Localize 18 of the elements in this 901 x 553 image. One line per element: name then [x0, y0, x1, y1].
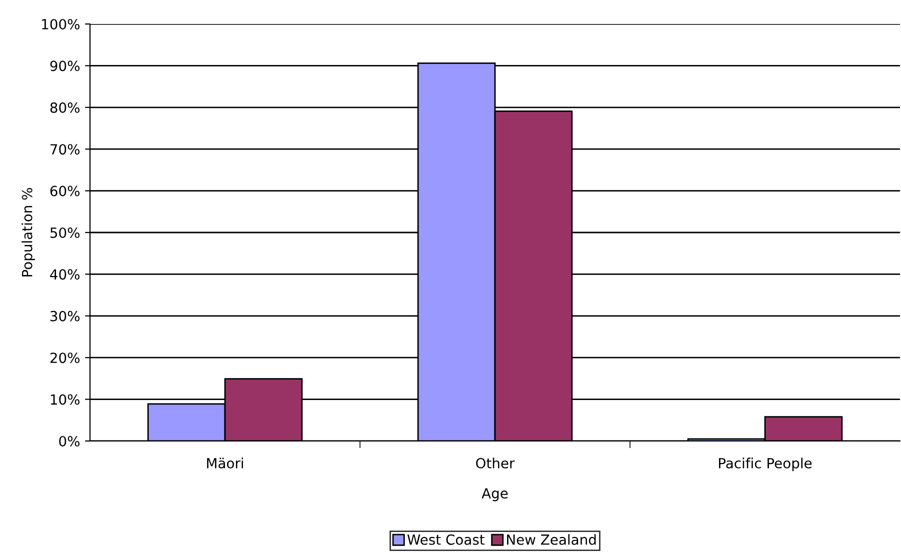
y-axis-title: Population % [22, 188, 36, 276]
x-axis-title: Age [482, 488, 508, 502]
legend-label: West Coast [407, 534, 485, 545]
y-tick-label: 70% [50, 144, 80, 155]
x-tick-label: Other [476, 458, 515, 468]
y-tick-label: 10% [50, 394, 80, 405]
x-tick-label: Pacific People [719, 458, 812, 472]
y-tick-label: 20% [50, 352, 80, 364]
y-tick-label: 0% [59, 436, 80, 446]
y-tick-label: 60% [50, 186, 80, 196]
y-tick-label: 40% [50, 269, 80, 280]
y-tick-label: 90% [50, 60, 80, 72]
y-tick-label: 100% [42, 18, 80, 30]
y-tick-label: 50% [50, 227, 80, 238]
x-tick-label: Mäori [207, 458, 243, 468]
y-tick-label: 30% [50, 310, 80, 322]
legend-label: New Zealand [507, 534, 596, 545]
y-tick-label: 80% [50, 102, 80, 113]
